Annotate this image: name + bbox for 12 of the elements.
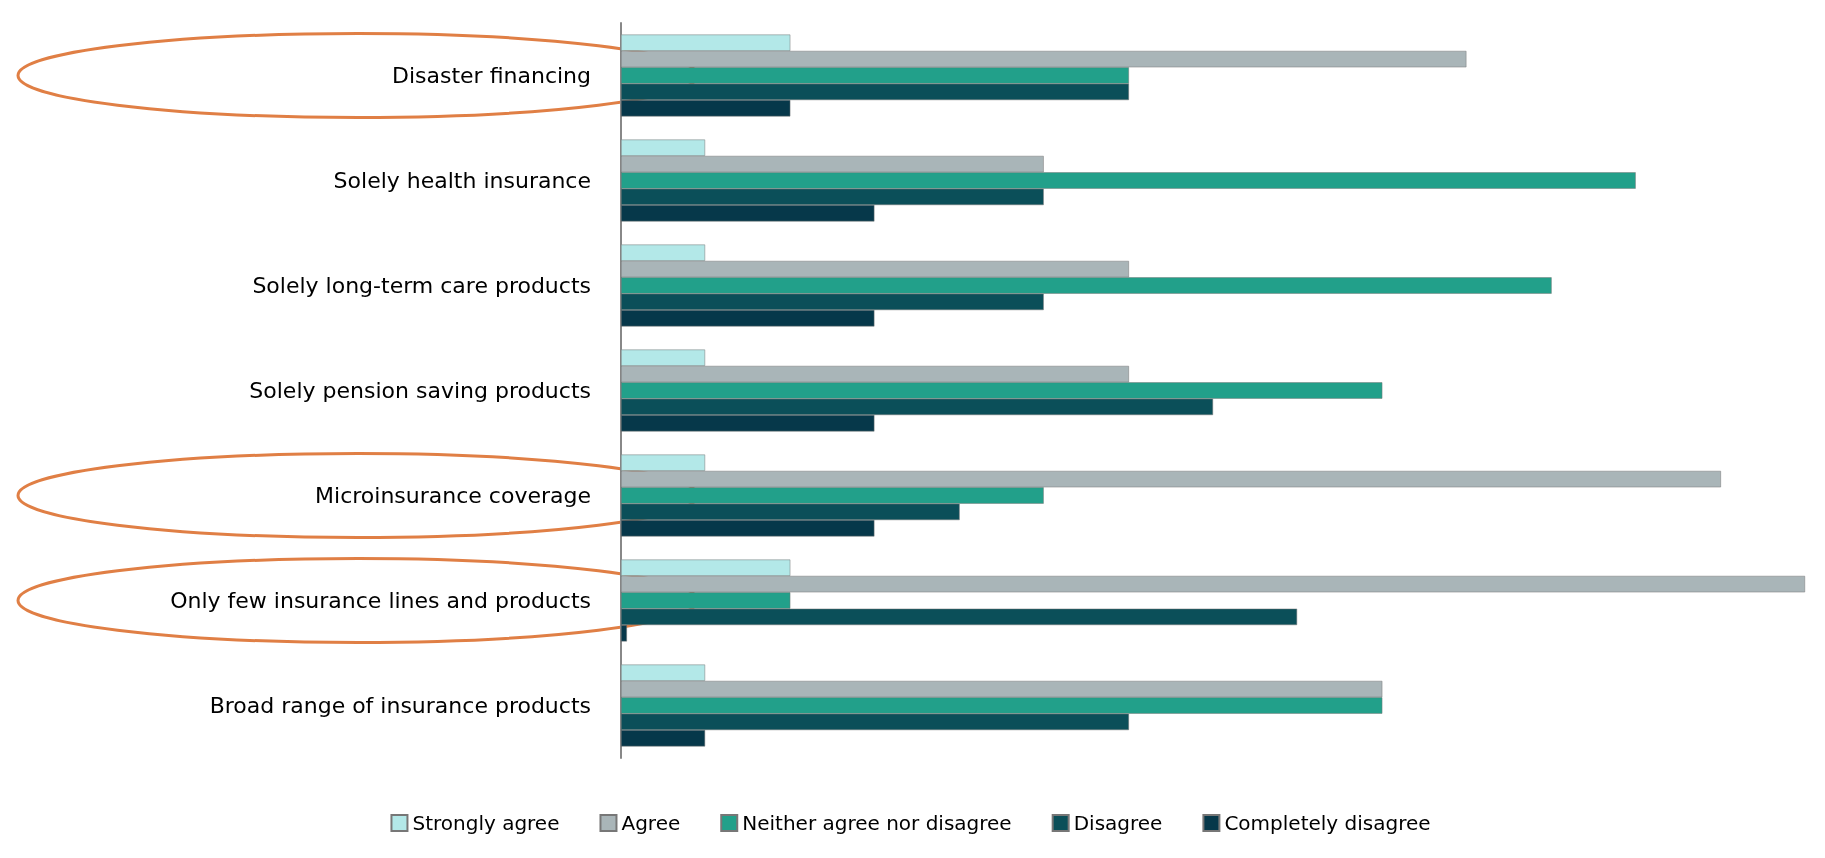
- y-tick-label: Solely long-term care products: [252, 273, 591, 298]
- legend-label: Agree: [621, 811, 681, 835]
- y-tick-label: Solely pension saving products: [249, 378, 591, 403]
- legend-label: Disagree: [1073, 811, 1163, 835]
- y-tick-label: Microinsurance coverage: [315, 483, 591, 508]
- y-tick-label: Only few insurance lines and products: [170, 588, 591, 613]
- y-tick-label: Solely health insurance: [333, 168, 591, 193]
- y-tick-label: Disaster financing: [392, 63, 591, 88]
- legend-label: Completely disagree: [1224, 811, 1431, 835]
- legend-label: Strongly agree: [412, 811, 560, 835]
- y-tick-label: Broad range of insurance products: [209, 693, 591, 718]
- legend-label: Neither agree nor disagree: [742, 811, 1012, 835]
